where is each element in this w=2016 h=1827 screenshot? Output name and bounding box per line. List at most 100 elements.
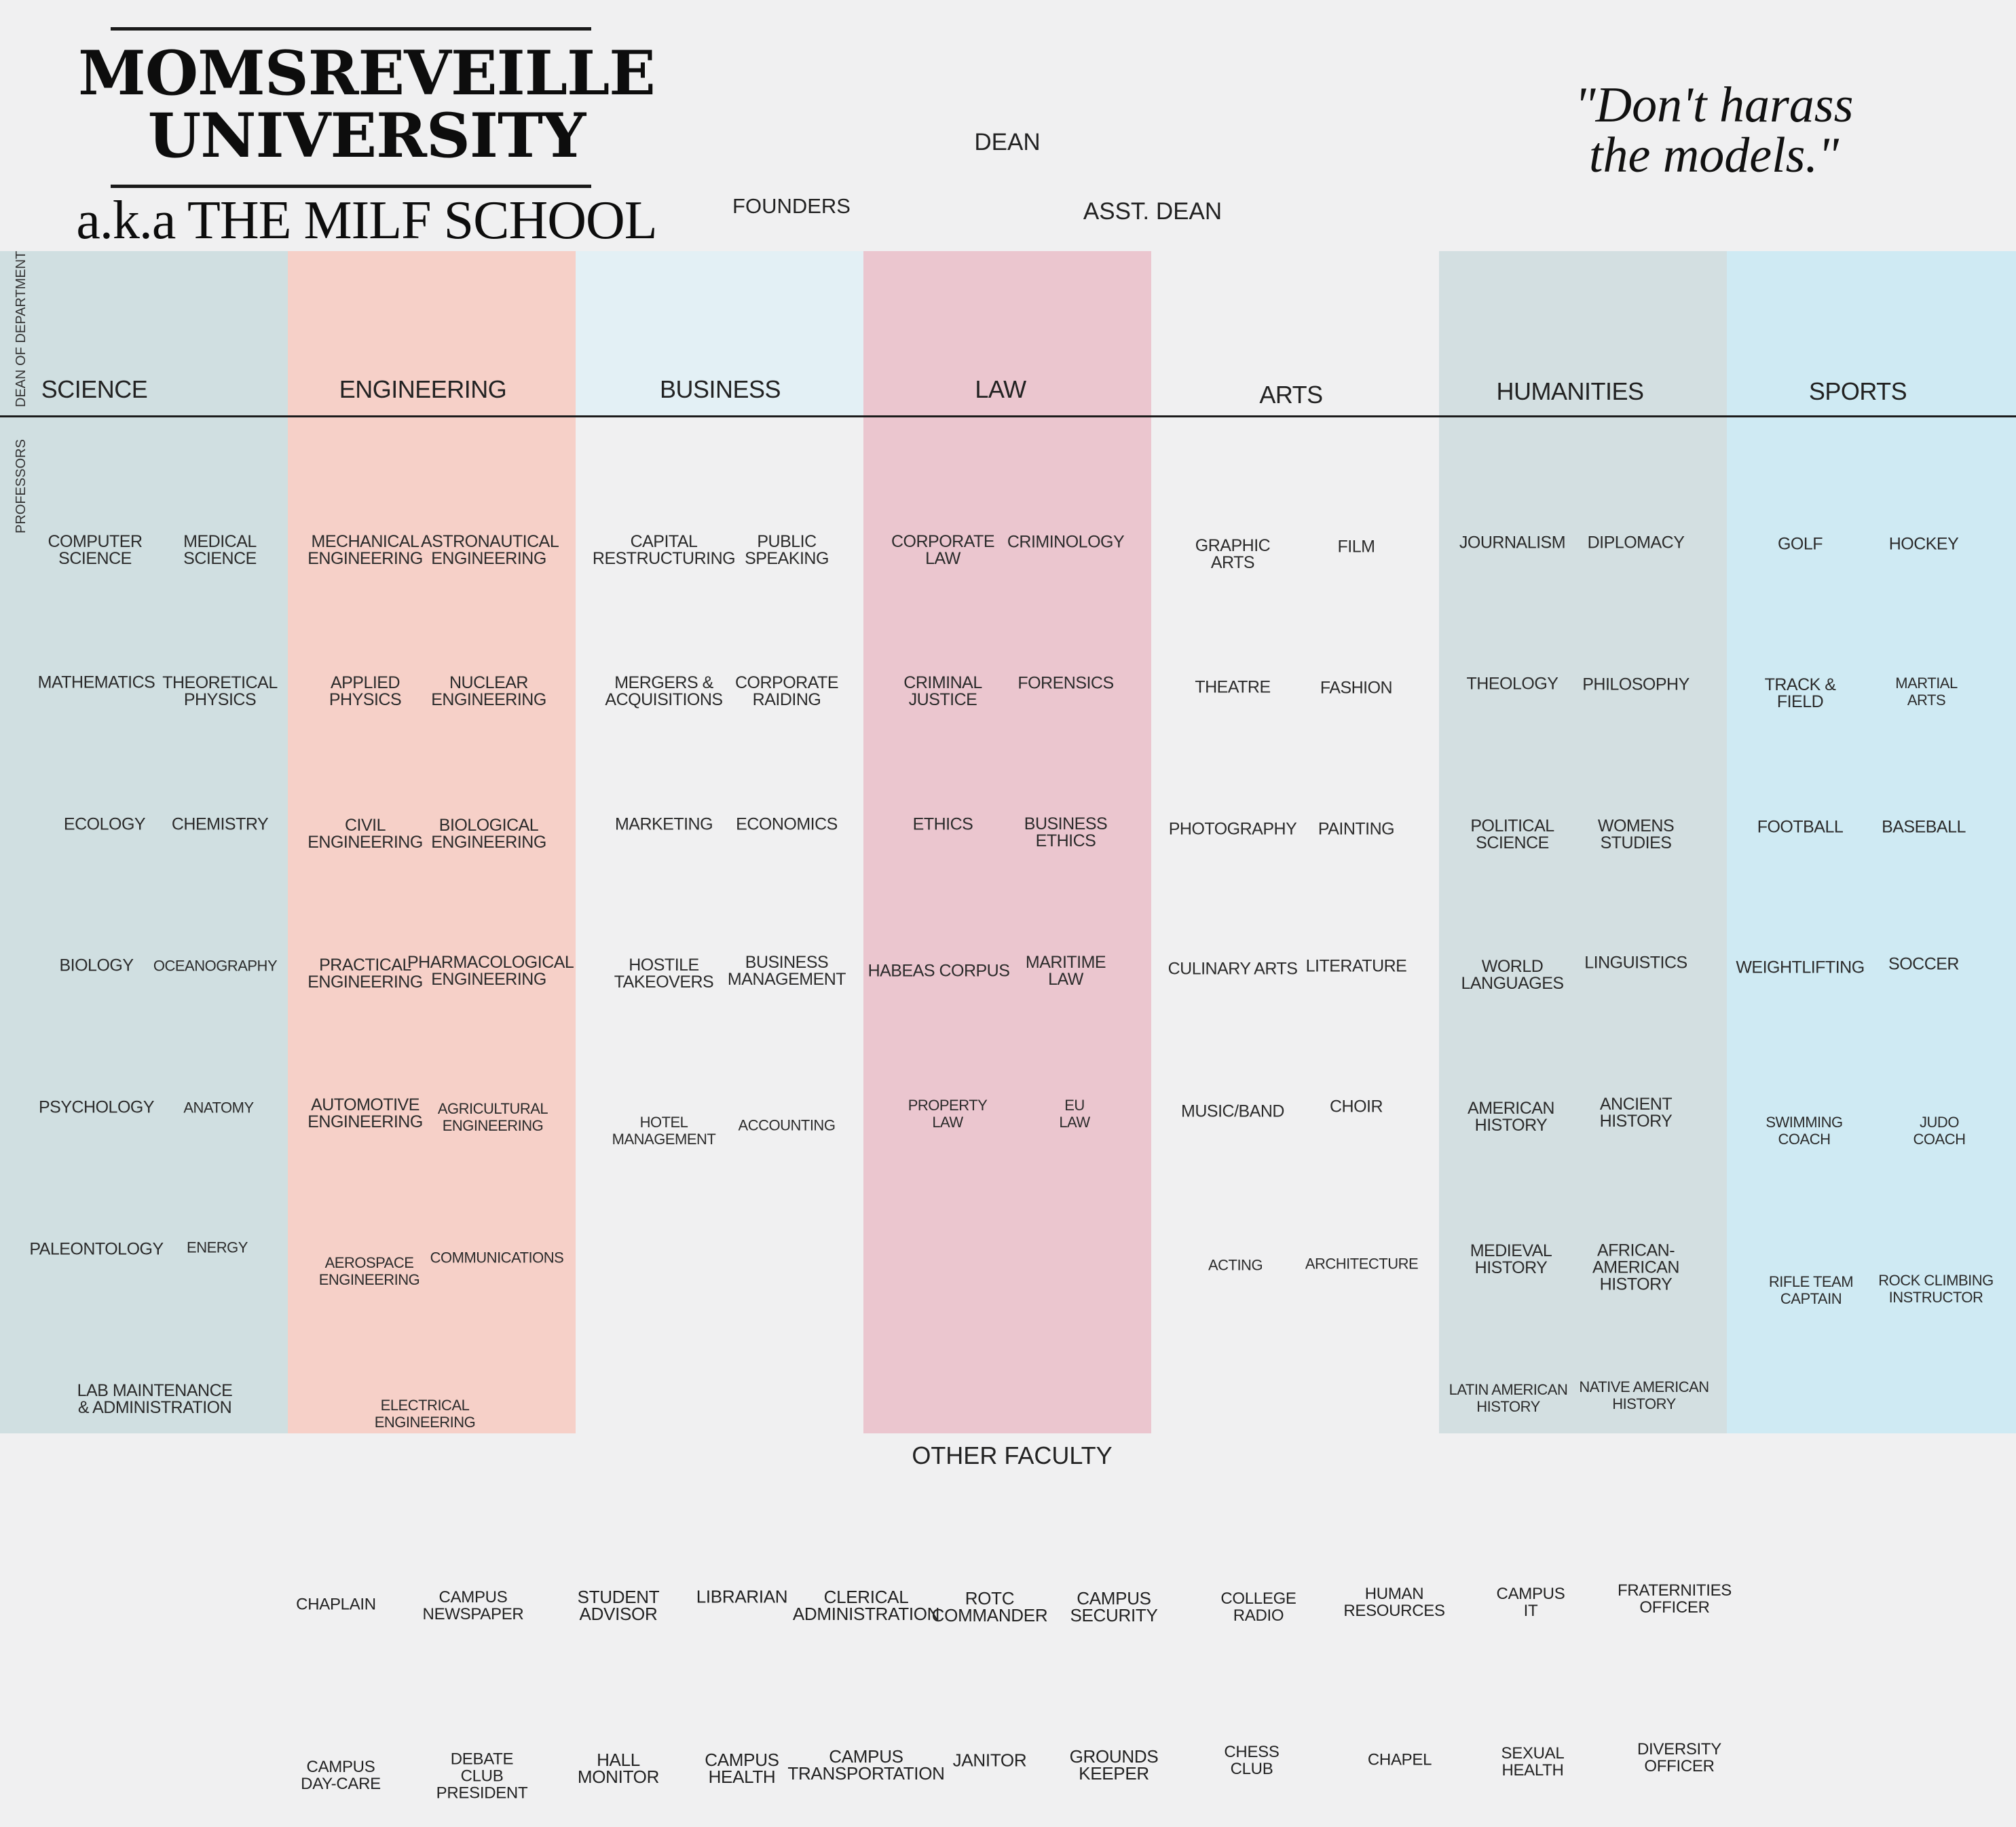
course-item: PSYCHOLOGY	[38, 1097, 155, 1117]
course-item: CAPITAL RESTRUCTURING	[592, 532, 736, 568]
course-item: THEORETICAL PHYSICS	[162, 673, 278, 709]
course-item: MUSIC/BAND	[1181, 1101, 1284, 1121]
course-item: ECOLOGY	[63, 814, 146, 834]
course-item: CIVIL ENGINEERING	[307, 816, 423, 852]
course-item: ANCIENT HISTORY	[1599, 1095, 1673, 1131]
faculty-item: CAMPUS IT	[1496, 1585, 1565, 1620]
faculty-item: CAMPUS SECURITY	[1070, 1588, 1158, 1625]
course-item: MARKETING	[614, 814, 713, 834]
course-item: LINGUISTICS	[1584, 953, 1687, 973]
faculty-item: CHAPEL	[1367, 1750, 1432, 1769]
column-sports	[1727, 251, 2016, 1433]
course-item: THEATRE	[1195, 677, 1271, 697]
course-item: COMMUNICATIONS	[430, 1249, 564, 1266]
university-title: MOMSREVEILLE UNIVERSITY	[78, 37, 656, 172]
other-faculty-title: OTHER FACULTY	[912, 1442, 1113, 1469]
faculty-item: CHAPLAIN	[296, 1595, 376, 1614]
course-item: AMERICAN HISTORY	[1468, 1099, 1554, 1135]
dept-science: SCIENCE	[41, 375, 148, 403]
course-item: ENERGY	[187, 1239, 248, 1256]
course-item: FILM	[1337, 537, 1375, 557]
course-item: AUTOMOTIVE ENGINEERING	[307, 1095, 423, 1131]
course-item: AGRICULTURAL ENGINEERING	[437, 1100, 548, 1134]
course-item: CORPORATE RAIDING	[735, 673, 839, 709]
dept-law: LAW	[975, 375, 1026, 403]
course-item: ARCHITECTURE	[1305, 1255, 1419, 1273]
dept-arts: ARTS	[1259, 381, 1323, 409]
faculty-item: DEBATE CLUB PRESIDENT	[436, 1750, 528, 1803]
course-item: CULINARY ARTS	[1168, 959, 1298, 979]
course-item: PHILOSOPHY	[1582, 675, 1690, 694]
course-item: BASEBALL	[1882, 817, 1966, 837]
course-item: SWIMMING COACH	[1766, 1114, 1843, 1148]
faculty-item: CLERICAL ADMINISTRATION	[792, 1587, 940, 1624]
course-item: JOURNALISM	[1459, 533, 1566, 552]
dept-humanities: HUMANITIES	[1496, 377, 1644, 405]
course-item: AEROSPACE ENGINEERING	[318, 1254, 420, 1288]
course-item: EU LAW	[1059, 1097, 1090, 1131]
course-item: OCEANOGRAPHY	[153, 957, 278, 975]
faculty-item: LIBRARIAN	[696, 1586, 788, 1607]
course-item: GRAPHIC ARTS	[1195, 536, 1271, 572]
course-item: WORLD LANGUAGES	[1461, 957, 1564, 993]
course-item: AFRICAN- AMERICAN HISTORY	[1592, 1241, 1679, 1294]
title-rule-top	[111, 27, 591, 31]
course-item: POLITICAL SCIENCE	[1470, 816, 1554, 852]
course-item: RIFLE TEAM CAPTAIN	[1768, 1273, 1854, 1307]
course-item: TRACK & FIELD	[1764, 675, 1836, 711]
professors-label: PROFESSORS	[14, 439, 29, 533]
course-item: COMPUTER SCIENCE	[48, 532, 143, 568]
header-divider	[0, 415, 2016, 417]
column-law	[863, 251, 1151, 1433]
course-item: PROPERTY LAW	[908, 1097, 988, 1131]
course-item: HOSTILE TAKEOVERS	[614, 956, 714, 992]
course-item: SOCCER	[1888, 954, 1959, 974]
course-item: CRIMINAL JUSTICE	[903, 673, 982, 709]
faculty-item: COLLEGE RADIO	[1220, 1589, 1296, 1625]
faculty-item: CAMPUS TRANSPORTATION	[787, 1746, 945, 1784]
faculty-item: ROTC COMMANDER	[931, 1588, 1048, 1625]
dept-business: BUSINESS	[659, 375, 781, 403]
course-item: ECONOMICS	[736, 814, 838, 834]
faculty-item: CAMPUS DAY-CARE	[301, 1758, 381, 1793]
faculty-item: CHESS CLUB	[1224, 1743, 1280, 1778]
course-item: MEDICAL SCIENCE	[183, 532, 257, 568]
course-item: PUBLIC SPEAKING	[745, 532, 829, 568]
course-item: CORPORATE LAW	[891, 532, 995, 568]
course-item: THEOLOGY	[1466, 674, 1558, 694]
course-item: MARTIAL ARTS	[1895, 675, 1958, 709]
column-humanities	[1439, 251, 1727, 1433]
course-item: FORENSICS	[1018, 673, 1114, 693]
faculty-item: CAMPUS HEALTH	[705, 1750, 779, 1787]
course-item: MEDIEVAL HISTORY	[1470, 1241, 1552, 1277]
course-item: PALEONTOLOGY	[29, 1239, 164, 1259]
dean-of-department-label: DEAN OF DEPARTMENT	[14, 250, 29, 407]
dean-label: DEAN	[974, 129, 1041, 155]
course-item: ETHICS	[912, 814, 973, 834]
dept-engineering: ENGINEERING	[339, 375, 507, 403]
quote-text: "Don't harass the models."	[1574, 77, 1854, 183]
title-rule-bottom	[111, 185, 591, 188]
faculty-item: STUDENT ADVISOR	[577, 1587, 660, 1624]
founders-label: FOUNDERS	[732, 194, 851, 218]
course-item: FASHION	[1320, 678, 1393, 698]
course-item: FOOTBALL	[1757, 817, 1844, 837]
course-item: MATHEMATICS	[37, 673, 155, 692]
faculty-item: JANITOR	[952, 1750, 1027, 1771]
course-item: JUDO COACH	[1913, 1114, 1966, 1148]
course-item: ACTING	[1208, 1256, 1263, 1274]
faculty-item: CAMPUS NEWSPAPER	[422, 1588, 524, 1623]
course-item: ROCK CLIMBING INSTRUCTOR	[1878, 1272, 1994, 1306]
column-science	[0, 251, 288, 1433]
course-item: BIOLOGY	[59, 956, 134, 975]
course-item: BIOLOGICAL ENGINEERING	[431, 816, 546, 852]
faculty-item: HUMAN RESOURCES	[1343, 1585, 1445, 1620]
faculty-item: FRATERNITIES OFFICER	[1618, 1581, 1732, 1617]
course-item: WEIGHTLIFTING	[1736, 958, 1865, 977]
course-item: APPLIED PHYSICS	[329, 673, 402, 709]
course-item: MERGERS & ACQUISITIONS	[605, 673, 723, 709]
university-subtitle: a.k.a THE MILF SCHOOL	[76, 191, 657, 250]
course-item: ELECTRICAL ENGINEERING	[374, 1397, 476, 1431]
course-item: LITERATURE	[1305, 956, 1407, 976]
course-item: LATIN AMERICAN HISTORY	[1449, 1381, 1568, 1415]
